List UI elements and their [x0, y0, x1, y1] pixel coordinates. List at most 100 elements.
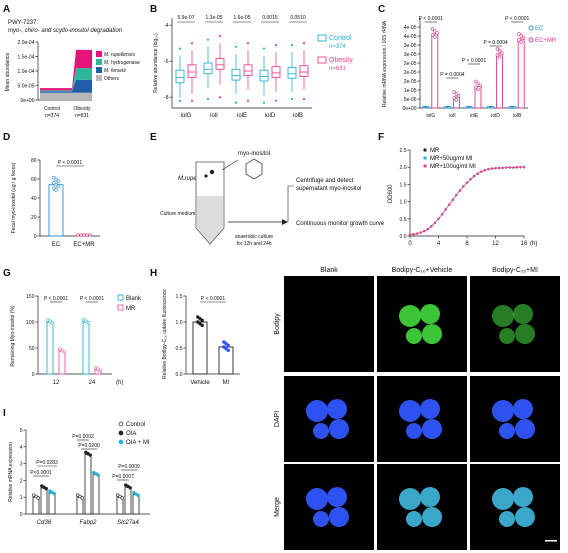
- micro-image-tile: [377, 276, 467, 372]
- panel-c-ecmr-data-point: [433, 35, 437, 39]
- panel-f-series-line: [409, 166, 524, 235]
- panel-f-data-point: [519, 166, 522, 169]
- micro-cell: [406, 423, 422, 439]
- panel-b-outlier: [234, 45, 238, 48]
- panel-c-ecmr-data-point: [456, 94, 461, 98]
- panel-g-p-value: P < 0.0001: [44, 296, 68, 302]
- micro-cell: [306, 400, 328, 422]
- panel-d-x-tick-label: EC+MR: [73, 242, 95, 248]
- panel-f-x-tick-label: 16: [521, 241, 528, 247]
- panel-label-a: A: [3, 4, 10, 15]
- panel-f-y-tick-label: 2.5: [400, 148, 407, 154]
- panel-f-y-tick-label: 1.5: [400, 182, 407, 188]
- panel-f-data-point: [426, 227, 430, 231]
- panel-i-bar-chart: Relative mRNA expression 0 1 2 3 4 5 Cd36 Fabp2 S…: [8, 421, 150, 526]
- panel-h-x-tick-label: MI: [223, 380, 230, 386]
- panel-f-x-tick-label: 4: [437, 241, 441, 247]
- panel-b-outlier: [218, 96, 222, 99]
- panel-h-bar: [192, 321, 208, 375]
- panel-i-y-label: Relative mRNA expression: [8, 442, 14, 502]
- micro-scale-bar: [545, 540, 557, 542]
- panel-c-p-value: P = 0.0004: [483, 40, 507, 46]
- panel-i-data-point: [36, 496, 40, 500]
- panel-b-box: [243, 64, 253, 77]
- micro-cell: [492, 488, 514, 510]
- micro-image-tile: [284, 376, 374, 462]
- panel-e-medium-label: Culture medium: [160, 211, 195, 217]
- panel-b-legend-count: n=374: [329, 44, 347, 50]
- panel-b-box: [203, 62, 213, 75]
- panel-c-y-tick-label: 3e-05: [404, 52, 417, 58]
- micro-cell: [420, 304, 440, 324]
- panel-f-series-line: [409, 166, 524, 235]
- panel-a-legend-entry: Others: [104, 76, 120, 82]
- panel-g-x-tick-label: 12: [53, 380, 60, 386]
- panel-a-x-count: n=631: [75, 113, 89, 119]
- panel-i-p-value: P=0.0002: [72, 434, 94, 440]
- panel-f-data-point: [522, 166, 526, 169]
- panel-b-box: [215, 58, 225, 70]
- panel-d-ec-data-point: [54, 177, 58, 182]
- panel-g-data-point: [62, 350, 66, 354]
- panel-h-data-point: [196, 315, 200, 319]
- panel-h-data-point: [198, 316, 202, 321]
- panel-h-x-tick-label: Vehicle: [190, 380, 210, 386]
- micro-cell: [420, 487, 440, 507]
- panel-i-y-tick-label: 2: [20, 478, 23, 484]
- panel-i-y-tick-label: 4: [20, 445, 23, 451]
- panel-a-area-0: [40, 92, 92, 100]
- micro-cell: [499, 423, 515, 439]
- panel-b-y-tick-label: -6: [164, 59, 169, 65]
- panel-b-outlier: [290, 43, 294, 47]
- panel-b-outlier: [206, 97, 210, 101]
- panel-b-p-value: 5.9e-07: [178, 15, 195, 21]
- panel-f-data-point: [497, 166, 501, 170]
- panel-c-bar-ecmr: [452, 96, 460, 109]
- panel-f-data-point: [430, 225, 433, 228]
- panel-f-data-point: [501, 166, 504, 170]
- panel-label-h: H: [150, 268, 157, 279]
- panel-h-y-tick-label: 0.5: [176, 346, 183, 352]
- micro-cell: [327, 399, 347, 419]
- panel-c-ecmr-data-point: [474, 79, 478, 84]
- panel-f-data-point: [469, 178, 472, 181]
- panel-c-ecmr-data-point: [452, 96, 456, 100]
- panel-i-bar: [116, 496, 124, 515]
- micro-image-tile: [377, 376, 467, 462]
- panel-c-y-tick-label: 4e-05: [404, 34, 417, 40]
- panel-f-data-point: [437, 217, 440, 220]
- panel-f-data-point: [472, 174, 476, 178]
- panel-d-bar-chart: Fecal myo-inositol (ug / g feces) 0 20 40 60…: [11, 158, 100, 248]
- panel-a-area-chart: PWY-7237: myo-, chiro- and scyllo-inosito…: [5, 20, 140, 119]
- panel-d-y-tick-label: 20: [31, 215, 37, 221]
- panel-c-ecmr-data-point: [452, 90, 456, 94]
- micro-cell: [406, 511, 422, 527]
- panel-f-data-point: [480, 170, 483, 173]
- panel-i-data-point: [128, 486, 132, 490]
- panel-label-e: E: [150, 132, 157, 143]
- micro-cell: [399, 400, 421, 422]
- panel-b-box: [271, 66, 281, 78]
- panel-a-legend-swatch: [96, 59, 102, 65]
- panel-a-y-tick-label: 5.0e-05: [18, 84, 35, 90]
- micro-cell: [329, 507, 349, 527]
- panel-e-arrow-head: [282, 219, 288, 225]
- panel-a-area-1: [40, 79, 92, 93]
- panel-i-bar: [132, 494, 140, 515]
- panel-c-ec-point: [489, 105, 492, 109]
- panel-g-legend-entry: MR: [126, 306, 136, 312]
- panel-f-data-point: [465, 181, 469, 184]
- panel-c-legend-marker: [528, 25, 534, 31]
- micro-cell: [399, 488, 421, 510]
- micro-image-tile: [470, 276, 560, 372]
- panel-f-y-tick-label: 1.0: [400, 200, 407, 206]
- panel-h-data-point: [222, 345, 226, 349]
- panel-g-y-tick-label: 100: [26, 320, 35, 326]
- panel-c-ecmr-data-point: [476, 81, 480, 86]
- panel-b-outlier: [290, 97, 294, 101]
- panel-b-x-tick-label: iolG: [181, 113, 192, 119]
- panel-h-y-tick-label: 0.0: [176, 372, 183, 378]
- microscopy-grid: Blank Bodipy-C₁₆+Vehicle Bodipy-C₁₆+MI Bodi…: [274, 267, 560, 550]
- panel-d-ec-data-point: [54, 183, 58, 187]
